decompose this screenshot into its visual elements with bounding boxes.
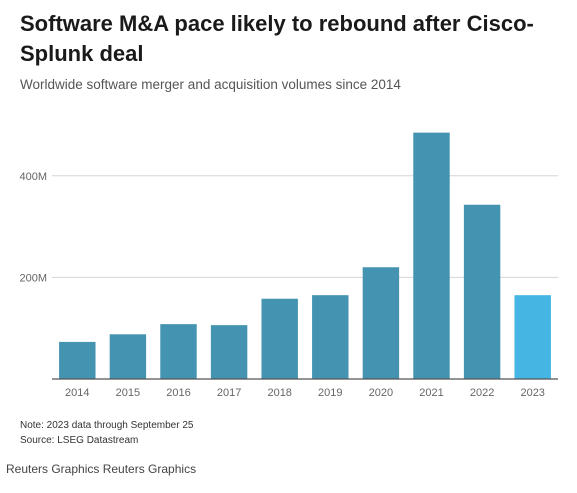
chart-title: Software M&A pace likely to rebound afte…: [20, 11, 534, 66]
bar: [463, 204, 501, 379]
x-tick-label: 2019: [318, 387, 342, 399]
x-tick-label: 2022: [470, 387, 494, 399]
credit-line: Reuters Graphics Reuters Graphics: [6, 462, 197, 476]
x-tick-label: 2023: [520, 387, 544, 399]
x-tick-label: 2015: [116, 387, 140, 399]
y-tick-label: 400M: [19, 171, 47, 183]
y-tick-label: 200M: [19, 272, 47, 284]
bar: [59, 341, 96, 379]
bar: [362, 267, 400, 379]
bar: [160, 324, 197, 379]
bar: [109, 334, 147, 379]
x-tick-label: 2014: [65, 387, 89, 399]
x-tick-label: 2020: [369, 387, 393, 399]
bar: [261, 298, 298, 379]
chart-subtitle: Worldwide software merger and acquisitio…: [20, 77, 401, 92]
x-tick-label: 2016: [166, 387, 190, 399]
bar: [514, 295, 551, 379]
bar: [210, 325, 248, 379]
bar: [413, 132, 450, 379]
x-tick-label: 2021: [419, 387, 443, 399]
bar-chart: 200M 400M 2014 2015 2016 2017 2018 2019 2020 2021…: [19, 132, 558, 399]
bar: [312, 295, 349, 379]
source-note: Source: LSEG Datastream: [20, 435, 139, 446]
x-tick-label: 2018: [267, 387, 291, 399]
footnote: Note: 2023 data through September 25: [20, 420, 194, 431]
x-tick-label: 2017: [217, 387, 241, 399]
